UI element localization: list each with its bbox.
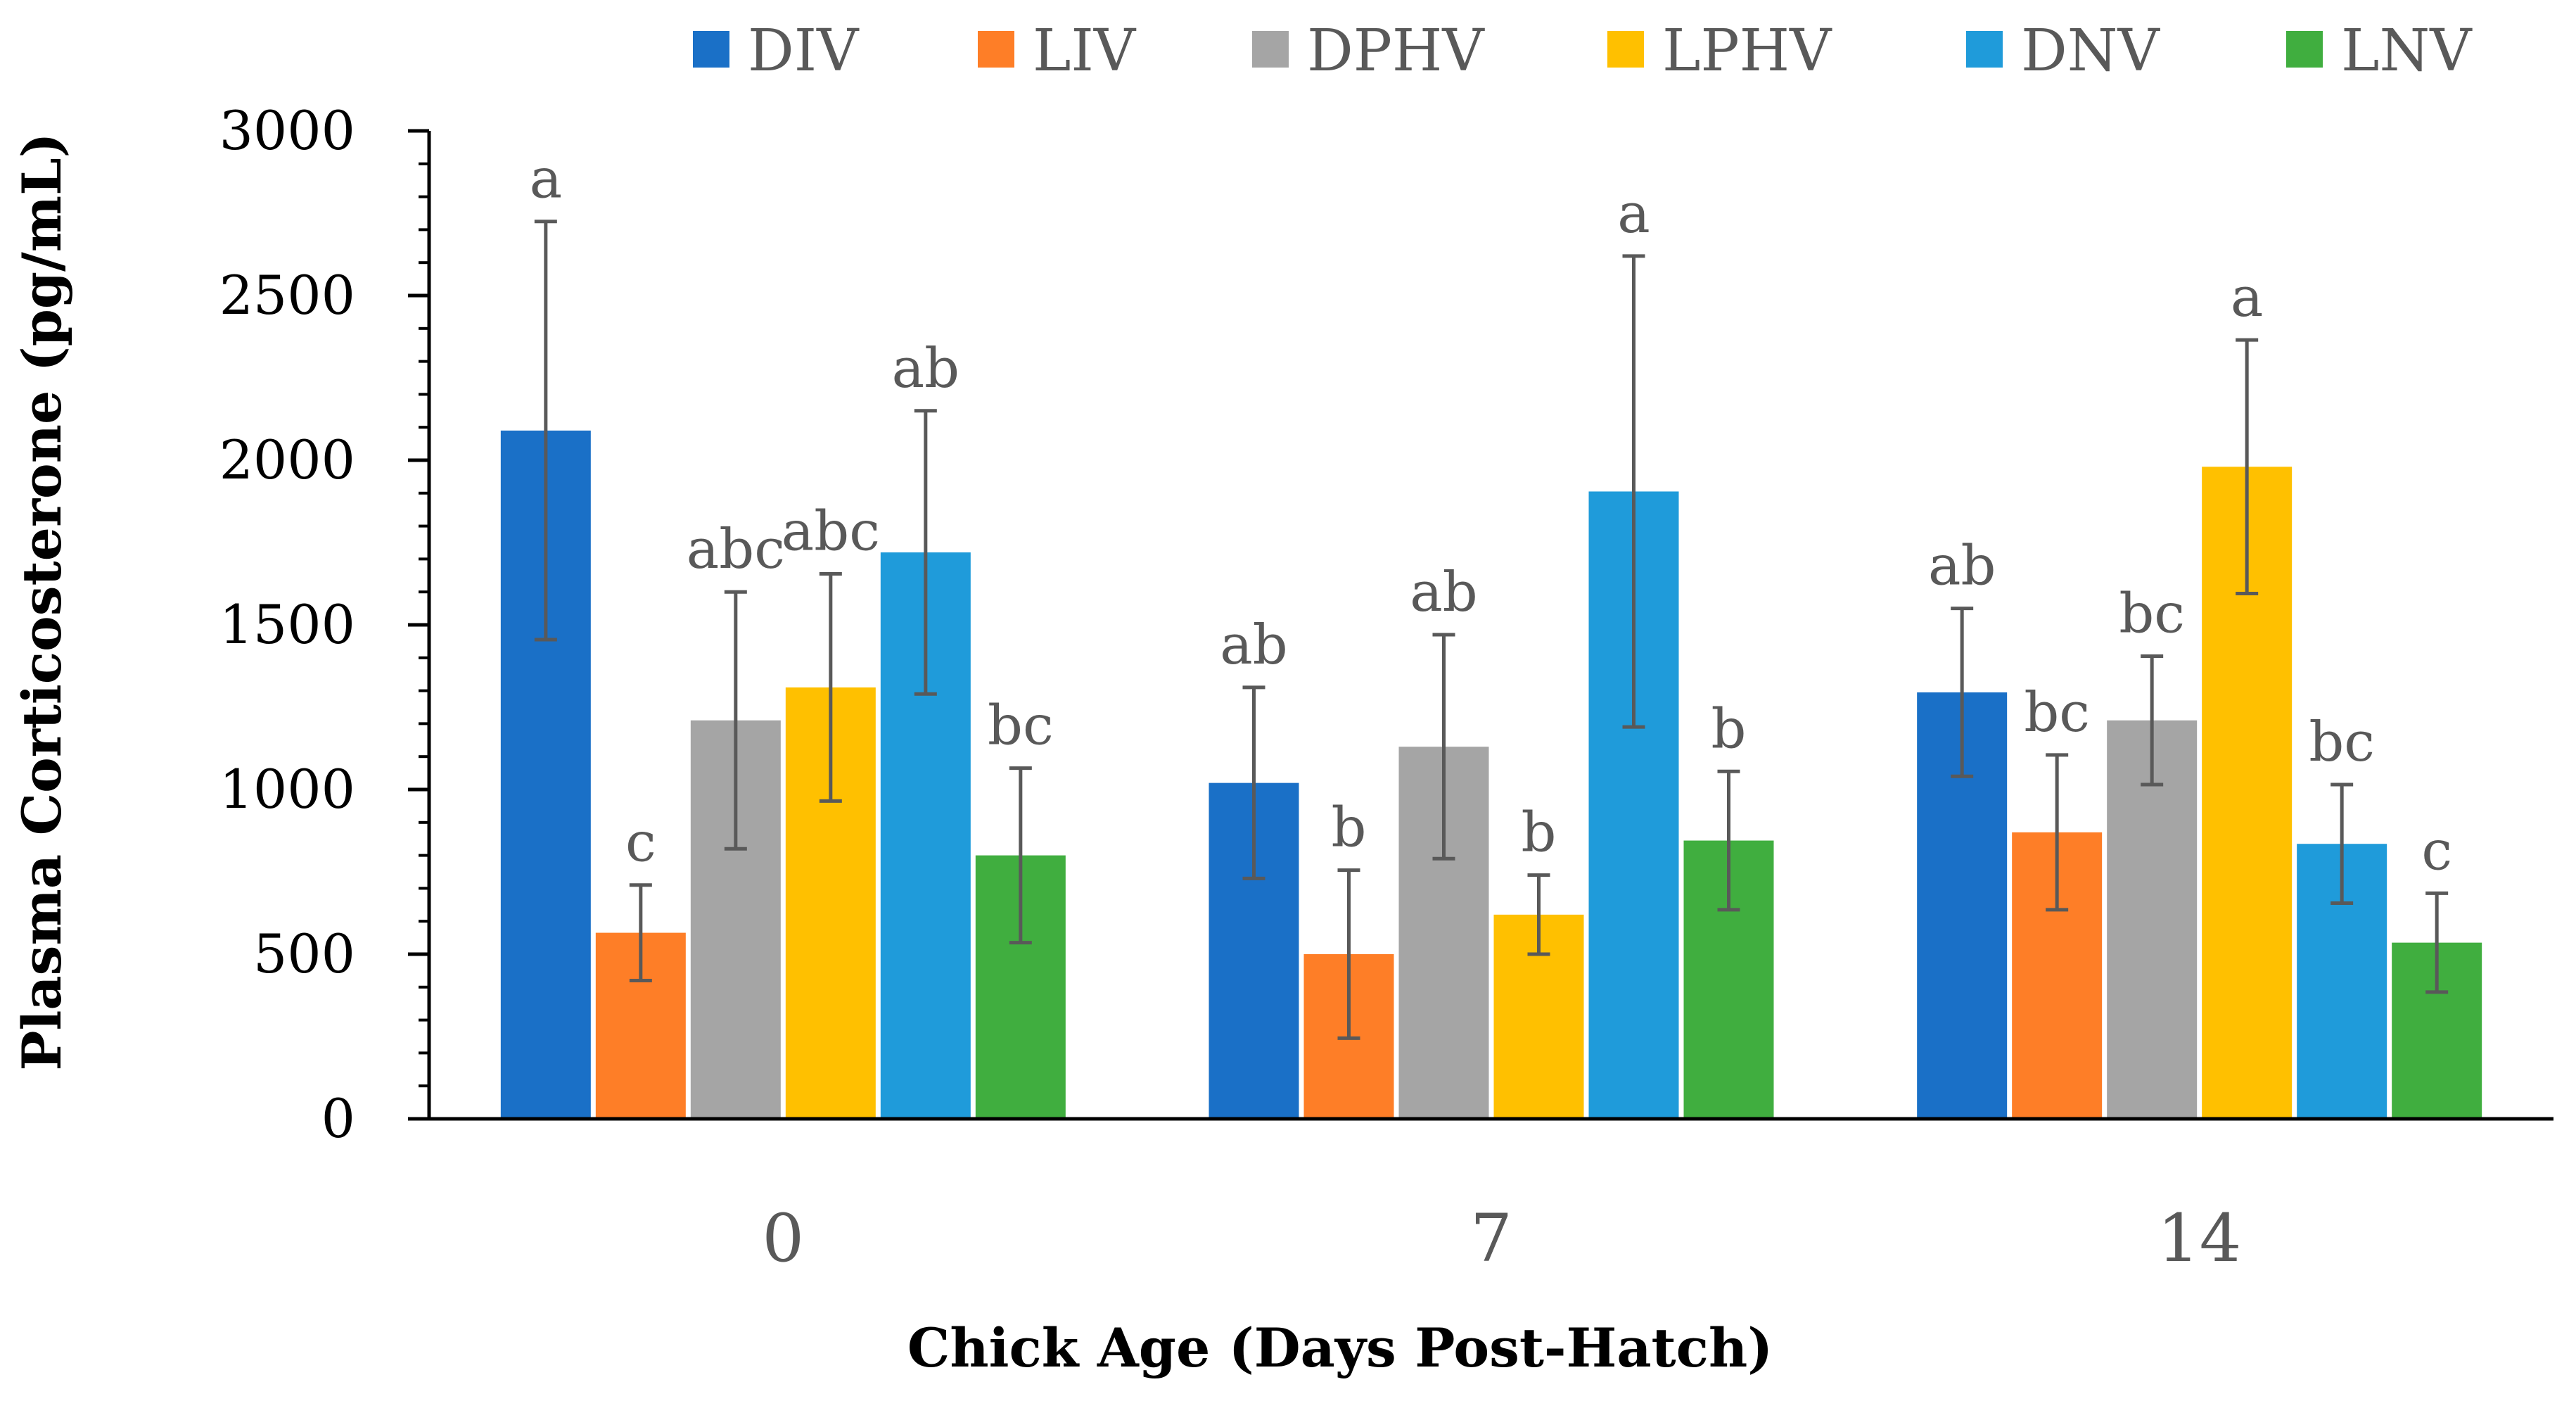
y-axis: 0 500 1000 1500 2000 2500 3000 [219, 99, 431, 1150]
legend-swatch [1252, 31, 1289, 68]
legend-swatch [2286, 31, 2323, 68]
legend-swatch [1607, 31, 1644, 68]
significance-label: abc [782, 500, 880, 563]
legend-label: LIV [1033, 18, 1137, 84]
legend-swatch [693, 31, 729, 68]
x-category-label: 14 [2157, 1200, 2242, 1277]
y-tick-label: 1500 [219, 593, 355, 656]
significance-label: b [1522, 801, 1557, 865]
y-tick-label: 2000 [219, 429, 355, 491]
y-tick-label: 0 [321, 1087, 355, 1150]
y-tick-label: 3000 [219, 99, 355, 162]
significance-label: bc [2309, 711, 2375, 774]
significance-label: abc [687, 518, 785, 581]
significance-label: a [2231, 266, 2264, 329]
legend-label: LNV [2341, 18, 2473, 84]
significance-label: bc [2119, 582, 2185, 645]
bar [2107, 720, 2198, 1119]
legend-swatch [1966, 31, 2003, 68]
significance-label: b [1711, 697, 1747, 761]
significance-label: bc [2024, 681, 2090, 744]
significance-label: a [1617, 182, 1650, 246]
significance-label: c [625, 811, 656, 875]
x-axis-title: Chick Age (Days Post-Hatch) [907, 1317, 1773, 1379]
y-tick-label: 2500 [219, 264, 355, 327]
significance-label: a [530, 148, 563, 211]
legend: DIV LIV DPHV LPHV DNV LNV [693, 18, 2473, 84]
significance-label: ab [1410, 561, 1477, 624]
legend-label: LPHV [1662, 18, 1832, 84]
significance-label: ab [1220, 614, 1287, 677]
x-axis: 0 7 14 [429, 1117, 2553, 1277]
y-tick-label: 500 [253, 923, 355, 985]
error-bars [534, 220, 2449, 1040]
x-category-label: 7 [1470, 1200, 1512, 1277]
legend-label: DIV [748, 18, 860, 84]
significance-label: ab [1928, 535, 1996, 598]
legend-swatch [978, 31, 1014, 68]
y-tick-label: 1000 [219, 758, 355, 820]
x-category-label: 0 [762, 1200, 804, 1277]
significance-label: ab [892, 337, 959, 400]
significance-label: c [2421, 819, 2452, 882]
legend-label: DPHV [1307, 18, 1485, 84]
significance-label: bc [988, 695, 1054, 758]
legend-label: DNV [2021, 18, 2160, 84]
significance-label: b [1332, 797, 1367, 860]
y-axis-title: Plasma Corticosterone (pg/mL) [11, 132, 73, 1070]
